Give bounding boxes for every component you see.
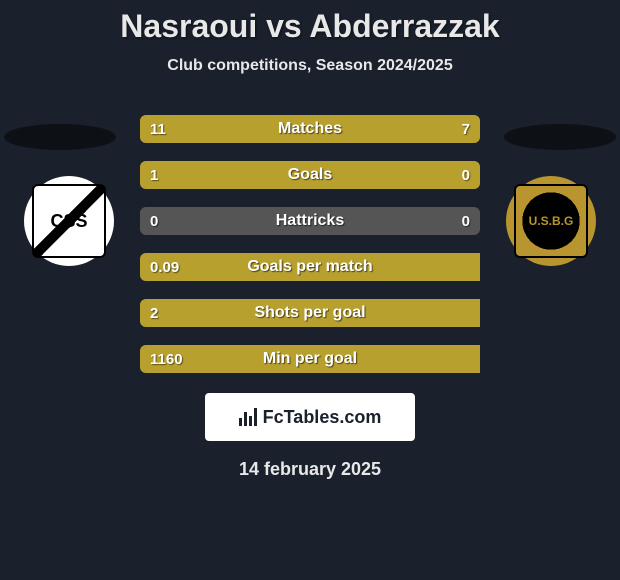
stat-row: Goals per match0.09 xyxy=(140,253,480,281)
stat-label: Min per goal xyxy=(140,350,480,368)
stat-label: Hattricks xyxy=(140,212,480,230)
stat-value-right: 0 xyxy=(462,213,470,230)
stat-value-left: 1160 xyxy=(150,351,183,368)
stat-label: Goals per match xyxy=(140,258,480,276)
stat-label: Matches xyxy=(140,120,480,138)
stat-row: Shots per goal2 xyxy=(140,299,480,327)
stat-label: Shots per goal xyxy=(140,304,480,322)
stat-value-left: 0.09 xyxy=(150,259,179,276)
left-club-logo: CSS xyxy=(24,176,114,266)
fctables-watermark: FcTables.com xyxy=(205,393,415,441)
stat-value-left: 1 xyxy=(150,167,158,184)
stat-value-right: 7 xyxy=(462,121,470,138)
right-club-logo-text: U.S.B.G xyxy=(514,184,588,258)
left-player-shadow xyxy=(4,124,116,150)
bar-chart-icon xyxy=(239,408,257,426)
stat-value-left: 11 xyxy=(150,121,166,138)
page-title: Nasraoui vs Abderrazzak xyxy=(0,0,620,45)
right-player-shadow xyxy=(504,124,616,150)
stat-row: Matches11 7 xyxy=(140,115,480,143)
stat-label: Goals xyxy=(140,166,480,184)
stat-row: Min per goal1160 xyxy=(140,345,480,373)
date-text: 14 february 2025 xyxy=(0,459,620,480)
right-club-logo: U.S.B.G xyxy=(506,176,596,266)
left-club-logo-text: CSS xyxy=(32,184,106,258)
stat-value-right: 0 xyxy=(462,167,470,184)
subtitle: Club competitions, Season 2024/2025 xyxy=(0,57,620,75)
fctables-label: FcTables.com xyxy=(263,407,382,428)
stat-row: Hattricks0 0 xyxy=(140,207,480,235)
stats-bars: Matches117Goals10Hattricks00Goals per ma… xyxy=(140,115,480,373)
stat-value-left: 2 xyxy=(150,305,158,322)
stat-value-left: 0 xyxy=(150,213,158,230)
stat-row: Goals1 0 xyxy=(140,161,480,189)
